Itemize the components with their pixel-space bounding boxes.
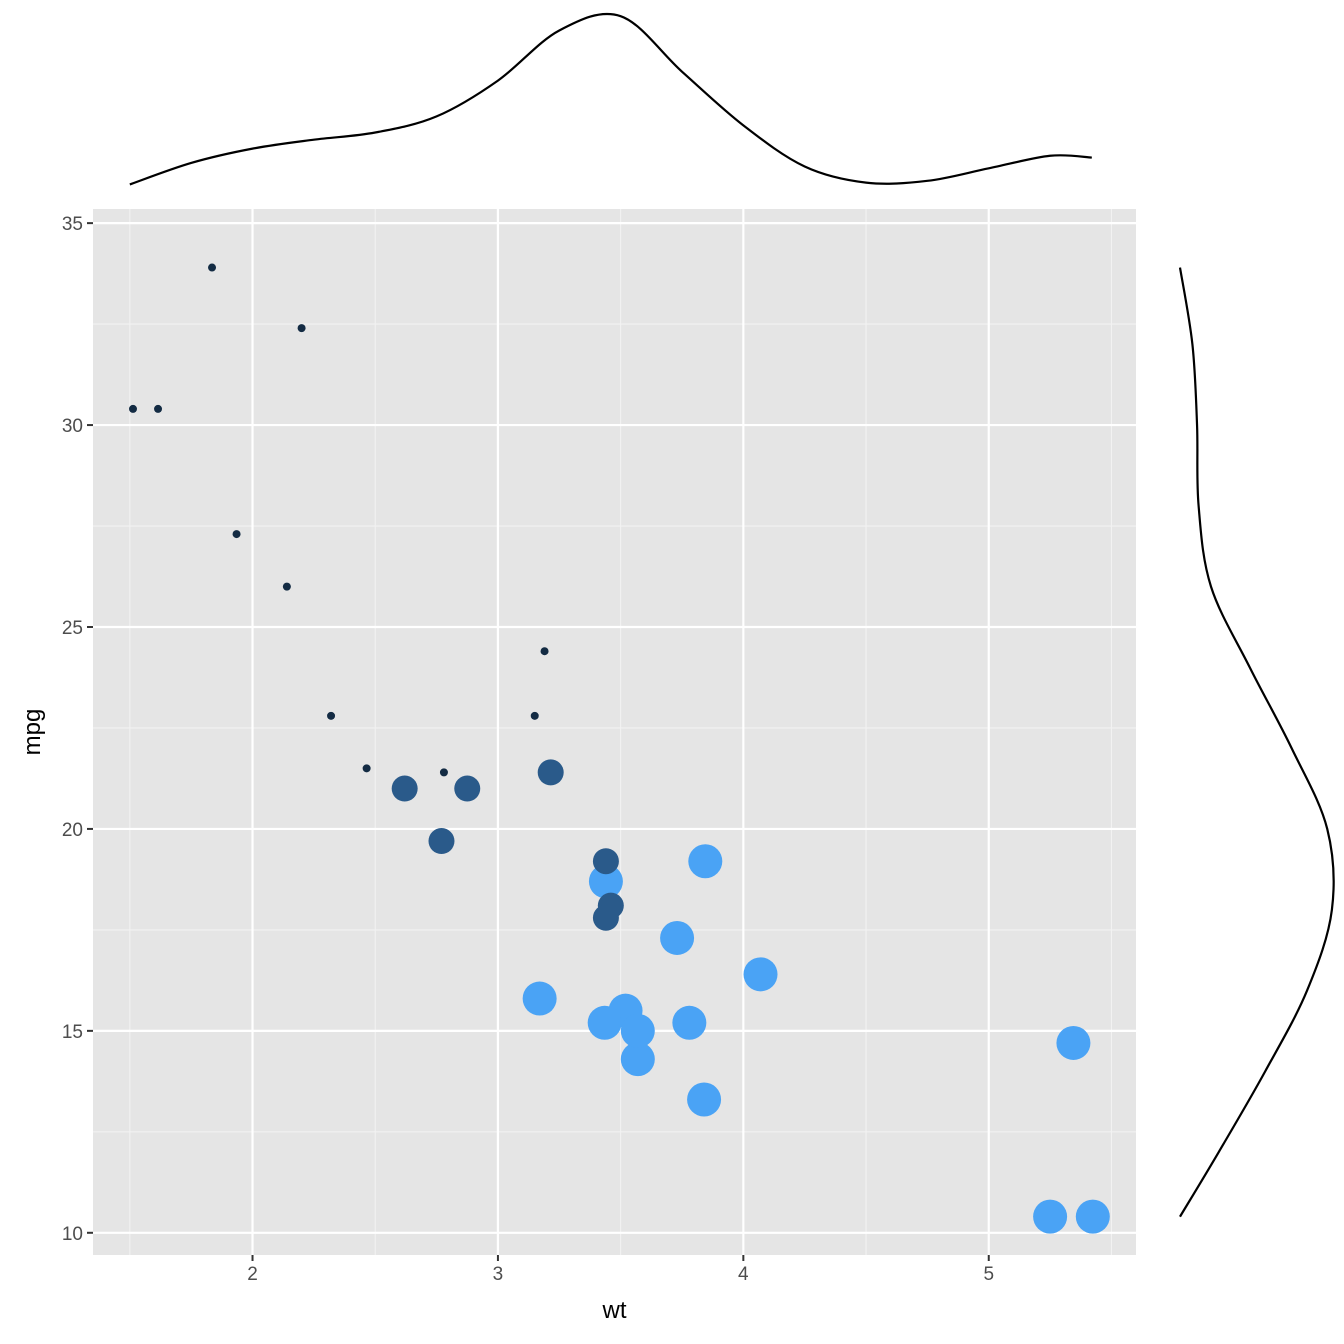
x-marginal-density-curve (129, 12, 1092, 186)
x-axis: 2 3 4 5 (247, 1255, 994, 1285)
data-point (592, 848, 619, 875)
data-point (672, 1005, 707, 1040)
data-point (1075, 1199, 1110, 1234)
x-tick-label: 5 (983, 1264, 994, 1285)
data-point (1056, 1025, 1091, 1060)
data-points (129, 263, 1110, 1234)
data-point (743, 957, 778, 992)
data-point (439, 768, 448, 777)
data-point (530, 711, 539, 720)
data-point (537, 759, 564, 786)
y-axis-title: mpg (19, 709, 46, 756)
data-point (688, 844, 723, 879)
data-point (232, 530, 241, 539)
y-tick-label: 20 (62, 820, 83, 841)
data-point (620, 1042, 655, 1077)
data-point (129, 404, 138, 413)
data-point (592, 904, 619, 931)
data-point (522, 981, 557, 1016)
y-marginal-density-curve (1178, 267, 1335, 1218)
y-tick-label: 15 (62, 1022, 83, 1043)
data-point (540, 647, 549, 656)
y-tick-label: 30 (62, 416, 83, 437)
data-point (588, 864, 623, 899)
data-point (454, 775, 481, 802)
x-axis-title: wt (602, 1297, 627, 1324)
data-point (687, 1082, 722, 1117)
data-point (587, 1005, 622, 1040)
y-tick-label: 35 (62, 214, 83, 235)
minor-gridlines (93, 209, 1136, 1255)
major-gridlines (93, 209, 1136, 1255)
plot-panel (93, 209, 1136, 1255)
data-point (297, 324, 306, 333)
data-point (154, 404, 163, 413)
data-point (327, 711, 336, 720)
y-axis: 10 15 20 25 30 35 (62, 214, 93, 1245)
data-point (428, 828, 455, 855)
x-tick-label: 4 (738, 1264, 749, 1285)
x-tick-label: 3 (493, 1264, 504, 1285)
y-tick-label: 10 (62, 1224, 83, 1245)
y-tick-label: 25 (62, 618, 83, 639)
data-point (282, 582, 291, 591)
data-point (208, 263, 217, 272)
data-point (1033, 1199, 1068, 1234)
data-point (620, 1013, 655, 1048)
data-point (391, 775, 418, 802)
data-point (362, 764, 371, 773)
data-point (660, 920, 695, 955)
x-tick-label: 2 (247, 1264, 258, 1285)
